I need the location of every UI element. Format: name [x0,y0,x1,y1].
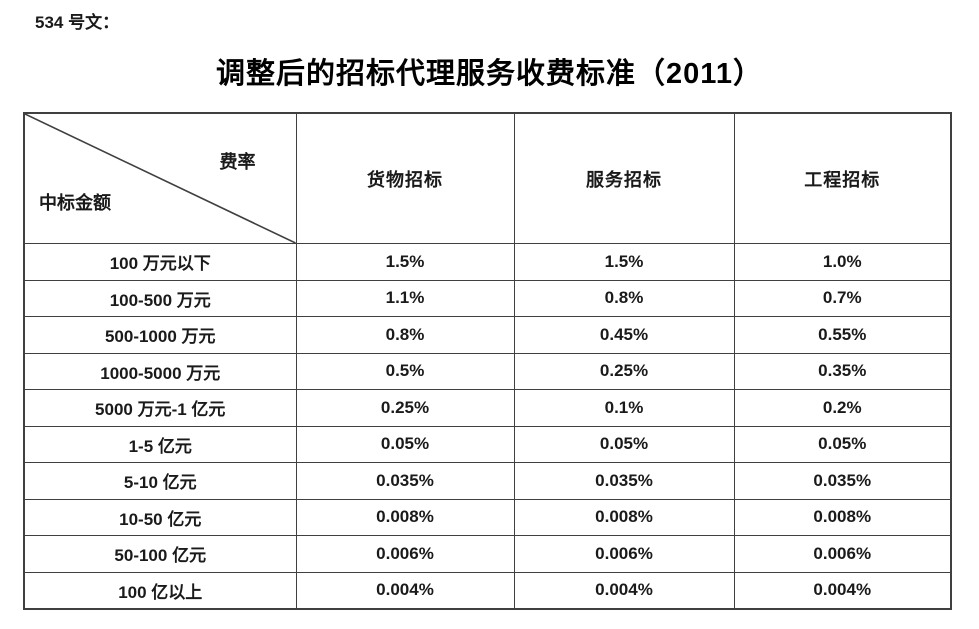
rate-cell: 0.55% [733,316,952,354]
rate-cell: 0.35% [733,352,952,390]
table-row: 5-10 亿元 0.035% 0.035% 0.035% [23,462,952,500]
rate-cell: 0.25% [513,352,735,390]
rate-cell: 0.7% [733,279,952,317]
rate-cell: 0.006% [733,535,952,573]
table-header-row: 费率 中标金额 货物招标 服务招标 工程招标 [23,112,952,244]
row-label: 1000-5000 万元 [23,352,297,390]
rate-cell: 0.8% [295,316,515,354]
rate-cell: 0.035% [733,462,952,500]
row-label: 1-5 亿元 [23,425,297,463]
rate-cell: 0.006% [295,535,515,573]
rate-cell: 0.004% [295,571,515,610]
row-label: 5-10 亿元 [23,462,297,500]
rate-cell: 0.2% [733,389,952,427]
rate-cell: 0.25% [295,389,515,427]
rate-cell: 0.1% [513,389,735,427]
rate-cell: 0.008% [733,498,952,536]
corner-label-rate: 费率 [219,152,256,172]
table-body: 100 万元以下 1.5% 1.5% 1.0% 100-500 万元 1.1% … [23,243,952,610]
table-row: 500-1000 万元 0.8% 0.45% 0.55% [23,316,952,354]
rate-cell: 0.05% [733,425,952,463]
table-row: 100-500 万元 1.1% 0.8% 0.7% [23,279,952,317]
table-row: 100 亿以上 0.004% 0.004% 0.004% [23,571,952,610]
row-label: 5000 万元-1 亿元 [23,389,297,427]
rate-cell: 0.05% [513,425,735,463]
table-row: 50-100 亿元 0.006% 0.006% 0.006% [23,535,952,573]
table-row: 100 万元以下 1.5% 1.5% 1.0% [23,243,952,281]
rate-cell: 0.45% [513,316,735,354]
rate-cell: 1.1% [295,279,515,317]
diagonal-line [25,114,296,243]
rate-cell: 0.006% [513,535,735,573]
row-label: 10-50 亿元 [23,498,297,536]
corner-label-amount: 中标金额 [39,193,111,213]
column-header-services: 服务招标 [513,112,735,244]
column-header-engineering: 工程招标 [733,112,952,244]
rate-cell: 0.004% [733,571,952,610]
row-label: 50-100 亿元 [23,535,297,573]
diagonal-corner-cell: 费率 中标金额 [23,112,297,244]
rate-cell: 1.5% [295,243,515,281]
page-title: 调整后的招标代理服务收费标准（2011） [216,58,763,90]
row-label: 500-1000 万元 [23,316,297,354]
row-label: 100-500 万元 [23,279,297,317]
table-row: 1-5 亿元 0.05% 0.05% 0.05% [23,425,952,463]
row-label: 100 万元以下 [23,243,297,281]
column-header-goods: 货物招标 [295,112,515,244]
table-row: 5000 万元-1 亿元 0.25% 0.1% 0.2% [23,389,952,427]
rate-cell: 0.004% [513,571,735,610]
rate-cell: 0.8% [513,279,735,317]
rate-cell: 0.008% [513,498,735,536]
rate-cell: 0.5% [295,352,515,390]
rate-cell: 1.0% [733,243,952,281]
rate-cell: 0.008% [295,498,515,536]
rate-cell: 0.05% [295,425,515,463]
fee-rate-table: 费率 中标金额 货物招标 服务招标 工程招标 100 万元以下 1.5% 1.5… [23,112,952,610]
rate-cell: 0.035% [513,462,735,500]
table-row: 1000-5000 万元 0.5% 0.25% 0.35% [23,352,952,390]
rate-cell: 0.035% [295,462,515,500]
rate-cell: 1.5% [513,243,735,281]
row-label: 100 亿以上 [23,571,297,610]
doc-number-label: 534 号文： [35,13,120,32]
table-row: 10-50 亿元 0.008% 0.008% 0.008% [23,498,952,536]
